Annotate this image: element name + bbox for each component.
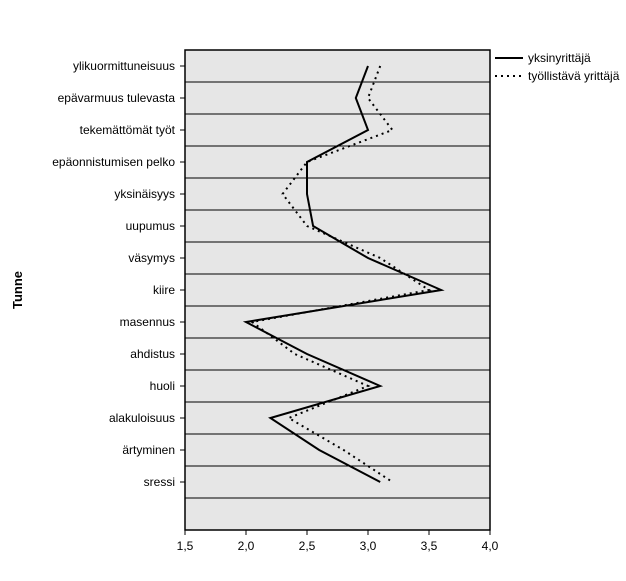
legend-label: työllistävä yrittäjä	[528, 69, 620, 83]
y-category-label: ahdistus	[130, 347, 175, 361]
y-axis-label: Tunne	[10, 271, 25, 309]
y-category-label: kiire	[153, 283, 175, 297]
x-tick-label: 2,0	[238, 539, 255, 553]
x-tick-label: 4,0	[482, 539, 499, 553]
y-category-label: väsymys	[128, 251, 175, 265]
x-tick-label: 3,5	[421, 539, 438, 553]
y-category-label: uupumus	[126, 219, 175, 233]
y-category-label: ärtyminen	[122, 443, 175, 457]
x-tick-label: 1,5	[177, 539, 194, 553]
legend-label: yksinyrittäjä	[528, 51, 591, 65]
y-category-label: yksinäisyys	[114, 187, 175, 201]
x-tick-label: 3,0	[360, 539, 377, 553]
y-category-label: epäonnistumisen pelko	[52, 155, 175, 169]
y-category-label: tekemättömät työt	[80, 123, 176, 137]
y-category-label: ylikuormittuneisuus	[73, 59, 175, 73]
y-category-label: sressi	[144, 475, 175, 489]
y-category-label: huoli	[150, 379, 175, 393]
y-category-label: epävarmuus tulevasta	[58, 91, 176, 105]
plot-area	[185, 50, 490, 530]
y-category-label: masennus	[120, 315, 175, 329]
y-category-label: alakuloisuus	[109, 411, 175, 425]
x-tick-label: 2,5	[299, 539, 316, 553]
